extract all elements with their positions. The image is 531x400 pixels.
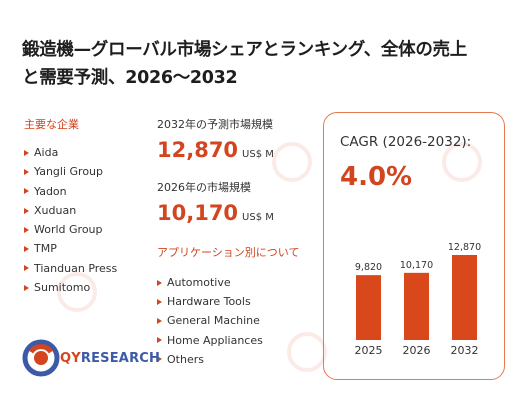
forecast-2032-number: 12,870 xyxy=(157,138,239,162)
bar-2026 xyxy=(404,272,429,340)
bullet-triangle-icon xyxy=(157,317,162,324)
qyresearch-logo-text: QYRESEARCH xyxy=(60,351,160,366)
cagr-value: 4.0% xyxy=(340,162,413,192)
x-tick-2025: 2025 xyxy=(355,344,383,357)
page-title-line-2: と需要予測、2026～2032 xyxy=(22,68,238,88)
company-label: Tianduan Press xyxy=(34,261,118,275)
company-label: Aida xyxy=(34,146,59,159)
application-label: Home Appliances xyxy=(167,333,263,347)
company-item: Tianduan Press xyxy=(24,259,117,278)
bullet-triangle-icon xyxy=(24,168,29,175)
company-item: Xuduan xyxy=(24,201,117,220)
market-2026-value: 10,170 US$ M xyxy=(157,201,274,225)
page-title-line-1: 鍛造機—グローバル市場シェアとランキング、全体の売上 xyxy=(22,40,467,60)
application-item: Hardware Tools xyxy=(157,292,263,311)
cagr-card xyxy=(323,112,505,380)
bullet-triangle-icon xyxy=(24,246,29,253)
applications-heading: アプリケーション別について xyxy=(157,246,300,259)
company-item: Yadon xyxy=(24,182,117,201)
company-label: World Group xyxy=(34,223,103,237)
companies-heading: 主要な企業 xyxy=(24,118,79,131)
application-label: Hardware Tools xyxy=(167,295,251,309)
market-size-bar-chart: 9,820 2025 10,170 2026 12,870 2032 xyxy=(355,242,482,357)
application-item: Others xyxy=(157,350,263,369)
logo-text-prefix: QY xyxy=(60,351,81,366)
company-label: Yadon xyxy=(34,184,67,198)
bullet-triangle-icon xyxy=(157,298,162,305)
application-label: Automotive xyxy=(167,276,231,289)
company-item: Sumitomo xyxy=(24,278,117,297)
bar-2025 xyxy=(356,275,381,340)
company-item: Aida xyxy=(24,143,117,162)
bullet-triangle-icon xyxy=(24,207,29,214)
forecast-2032-label: 2032年の予測市場規模 xyxy=(157,118,273,131)
logo-text-suffix: RESEARCH xyxy=(80,351,161,366)
application-item: General Machine xyxy=(157,311,263,330)
application-label: General Machine xyxy=(167,314,260,328)
data-label-2032: 12,870 xyxy=(448,242,481,253)
bullet-triangle-icon xyxy=(157,279,162,286)
page-title: 鍛造機—グローバル市場シェアとランキング、全体の売上 と需要予測、2026～20… xyxy=(22,36,512,92)
applications-list: Automotive Hardware Tools General Machin… xyxy=(157,273,263,369)
watermark-logo-icon xyxy=(272,142,312,182)
application-item: Home Appliances xyxy=(157,331,263,350)
forecast-2032-unit: US$ M xyxy=(242,149,274,160)
forecast-2032-value: 12,870 US$ M xyxy=(157,138,274,162)
application-item: Automotive xyxy=(157,273,263,292)
bullet-triangle-icon xyxy=(24,226,29,233)
cagr-label: CAGR (2026-2032): xyxy=(340,134,472,150)
bullet-triangle-icon xyxy=(157,337,162,344)
x-tick-2026: 2026 xyxy=(403,344,431,357)
bullet-triangle-icon xyxy=(24,284,29,291)
company-item: World Group xyxy=(24,220,117,239)
data-label-2025: 9,820 xyxy=(355,262,382,273)
bar-2032 xyxy=(452,255,477,340)
company-label: TMP xyxy=(34,242,57,256)
watermark-1 xyxy=(270,140,314,188)
bullet-triangle-icon xyxy=(24,149,29,156)
market-2026-label: 2026年の市場規模 xyxy=(157,181,251,194)
company-label: Yangli Group xyxy=(34,165,103,179)
company-label: Sumitomo xyxy=(34,281,91,295)
bullet-triangle-icon xyxy=(24,265,29,272)
company-item: Yangli Group xyxy=(24,162,117,181)
application-label: Others xyxy=(167,352,204,366)
qyresearch-logo xyxy=(22,338,60,382)
market-2026-number: 10,170 xyxy=(157,201,239,225)
companies-list: Aida Yangli Group Yadon Xuduan World Gro… xyxy=(24,143,117,297)
company-item: TMP xyxy=(24,239,117,258)
x-tick-2032: 2032 xyxy=(451,344,479,357)
qyresearch-logo-icon xyxy=(22,339,60,377)
bullet-triangle-icon xyxy=(24,188,29,195)
company-label: Xuduan xyxy=(34,203,77,217)
data-label-2026: 10,170 xyxy=(400,260,433,271)
market-2026-unit: US$ M xyxy=(242,212,274,223)
bullet-triangle-icon xyxy=(157,356,162,363)
